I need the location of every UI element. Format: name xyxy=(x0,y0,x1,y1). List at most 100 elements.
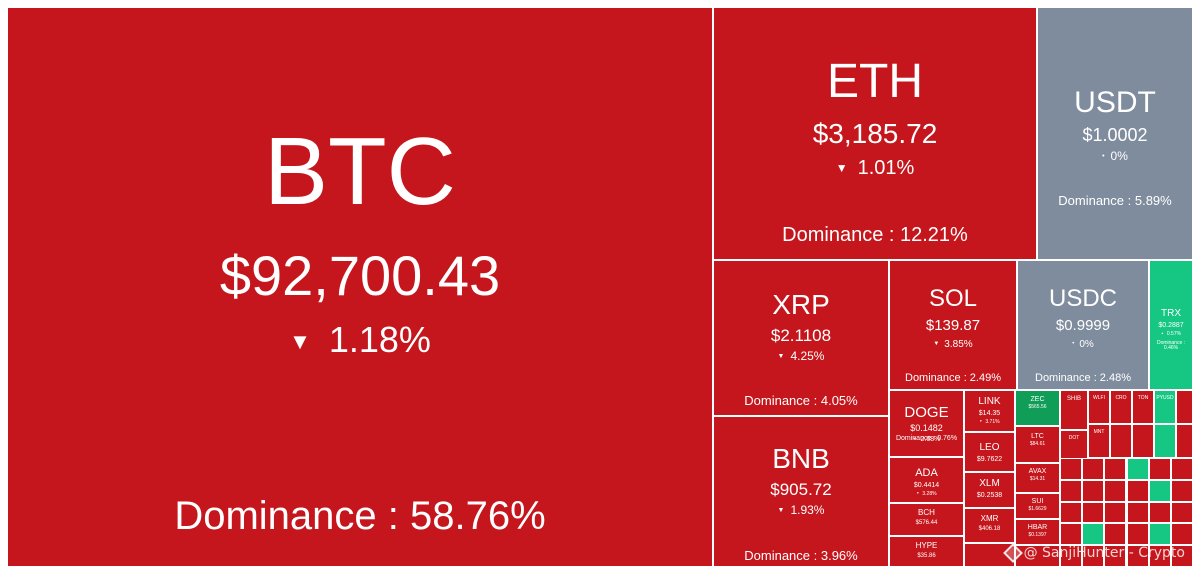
tile-sol[interactable]: SOL $139.87 ▼ 3.85% Dominance : 2.49% xyxy=(889,260,1017,390)
minor-coin-tile[interactable] xyxy=(1148,523,1171,546)
tile-ton[interactable]: TON xyxy=(1132,390,1154,424)
minor-coin-tile[interactable] xyxy=(1060,479,1083,502)
minor-coin-tile[interactable] xyxy=(1126,545,1149,567)
minor-coin-tile[interactable] xyxy=(1148,545,1171,567)
dot-icon: • xyxy=(1072,340,1075,347)
tile-btc[interactable]: BTC $92,700.43 ▼ 1.18% Dominance : 58.76% xyxy=(7,7,713,567)
tile-dominance: Dominance : 2.48% xyxy=(1035,372,1131,384)
tile-symbol: XLM xyxy=(979,478,1000,489)
minor-coin-tile[interactable] xyxy=(1104,479,1127,502)
tile-avax[interactable]: AVAX $14.31 xyxy=(1015,463,1060,493)
tile-price: $576.44 xyxy=(915,520,938,526)
minor-coin-tile[interactable] xyxy=(1104,458,1127,480)
tile-change: ▲ 0.57% xyxy=(1161,330,1182,338)
minor-coin-tile[interactable] xyxy=(1148,501,1171,524)
tile-change-value: 0.57% xyxy=(1166,330,1182,337)
minor-coin-tile[interactable] xyxy=(1170,501,1193,524)
tile-change-value: 3.28% xyxy=(922,490,937,497)
tile-xrp[interactable]: XRP $2.1108 ▼ 4.25% Dominance : 4.05% xyxy=(713,260,889,416)
minor-coin-tile[interactable] xyxy=(964,543,1015,567)
tile-dominance: Dominance : 5.89% xyxy=(1058,193,1172,208)
tile-symbol: PYUSD xyxy=(1156,395,1174,401)
tile-price: $0.1397 xyxy=(1028,532,1047,538)
tile-price: $1.0002 xyxy=(1082,125,1148,145)
minor-coin-tile[interactable] xyxy=(1126,523,1149,546)
minor-coin-tile[interactable] xyxy=(1104,501,1127,524)
minor-coin-tile[interactable] xyxy=(1110,424,1132,458)
tile-symbol: MNT xyxy=(1093,429,1105,435)
tile-mnt[interactable]: MNT xyxy=(1088,424,1110,458)
tile-symbol: ADA xyxy=(915,467,938,479)
tile-usdc[interactable]: USDC $0.9999 • 0% Dominance : 2.48% xyxy=(1017,260,1149,390)
tile-price: $14.35 xyxy=(978,410,1001,417)
tile-bch[interactable]: BCH $576.44 xyxy=(889,503,964,536)
minor-coin-tile[interactable] xyxy=(1104,523,1127,546)
minor-coin-tile[interactable] xyxy=(1176,424,1193,458)
minor-coin-tile[interactable] xyxy=(1060,523,1083,546)
tile-symbol: XRP xyxy=(772,289,830,320)
down-arrow-icon: ▼ xyxy=(916,490,920,495)
down-arrow-icon: ▼ xyxy=(933,340,940,347)
tile-bnb[interactable]: BNB $905.72 ▼ 1.93% Dominance : 3.96% xyxy=(713,416,889,567)
down-arrow-icon: ▼ xyxy=(912,435,917,441)
tile-leo[interactable]: LEO $9.7622 xyxy=(964,432,1015,472)
minor-coin-tile[interactable] xyxy=(1082,523,1105,546)
tile-zec[interactable]: ZEC $565.56 xyxy=(1015,390,1060,426)
tile-price: $905.72 xyxy=(770,480,832,499)
tile-symbol: USDT xyxy=(1074,86,1156,119)
tile-change: ▼ 1.93% xyxy=(778,503,825,517)
tile-doge[interactable]: DOGE $0.1482 ▼ 2.68% Dominance : 0.76% xyxy=(889,390,964,457)
minor-coin-tile[interactable] xyxy=(1154,424,1176,458)
tile-wlfi[interactable]: WLFI xyxy=(1088,390,1110,424)
minor-coin-tile[interactable] xyxy=(1060,501,1083,524)
minor-coin-tile[interactable] xyxy=(1082,458,1105,480)
tile-hype[interactable]: HYPE $35.86 xyxy=(889,536,964,567)
tile-eth[interactable]: ETH $3,185.72 ▼ 1.01% Dominance : 12.21% xyxy=(713,7,1037,260)
tile-dominance: Dominance : 58.76% xyxy=(174,494,546,538)
tile-xmr[interactable]: XMR $406.18 xyxy=(964,508,1015,543)
minor-coin-tile[interactable] xyxy=(1170,545,1193,567)
tile-symbol: WLFI xyxy=(1093,395,1105,401)
tile-link[interactable]: LINK $14.35 ▼ 3.71% xyxy=(964,390,1015,432)
tile-ada[interactable]: ADA $0.4414 ▼ 3.28% xyxy=(889,457,964,503)
minor-coin-tile[interactable] xyxy=(1082,501,1105,524)
tile-change: ▼ 1.01% xyxy=(836,157,915,179)
tile-usdt[interactable]: USDT $1.0002 • 0% Dominance : 5.89% xyxy=(1037,7,1193,260)
tile-symbol: DOGE xyxy=(904,404,949,421)
minor-coin-tile[interactable] xyxy=(1126,501,1149,524)
tile-symbol: LINK xyxy=(978,396,1001,407)
tile-dominance: Dominance : 12.21% xyxy=(782,224,968,246)
minor-coin-tile[interactable] xyxy=(1015,545,1060,567)
minor-coin-tile[interactable] xyxy=(1060,545,1083,567)
tile-ltc[interactable]: LTC $84.61 xyxy=(1015,426,1060,463)
minor-coin-tile[interactable] xyxy=(1170,523,1193,546)
minor-coin-tile[interactable] xyxy=(1132,424,1154,458)
minor-coin-tile[interactable] xyxy=(1148,479,1171,502)
minor-coin-tile[interactable] xyxy=(1082,545,1105,567)
minor-coin-tile[interactable] xyxy=(1170,479,1193,502)
minor-coin-tile[interactable] xyxy=(1126,479,1149,502)
tile-xlm[interactable]: XLM $0.2538 xyxy=(964,472,1015,508)
tile-trx[interactable]: TRX $0.2887 ▲ 0.57% Dominance : 0.46% xyxy=(1149,260,1193,390)
tile-dominance: Dominance : 0.76% xyxy=(895,435,958,442)
minor-coin-tile[interactable] xyxy=(1060,458,1083,480)
minor-coin-tile[interactable] xyxy=(1104,545,1127,567)
tile-shib[interactable]: SHIB xyxy=(1060,390,1088,430)
tile-price: $1.6629 xyxy=(1028,506,1047,512)
tile-change: ▼ 3.28% xyxy=(916,490,937,498)
minor-coin-tile[interactable] xyxy=(1176,390,1193,424)
tile-sui[interactable]: SUI $1.6629 xyxy=(1015,493,1060,519)
tile-dominance: Dominance : 2.49% xyxy=(905,372,1001,384)
minor-coin-tile[interactable] xyxy=(1170,458,1193,480)
down-arrow-icon: ▼ xyxy=(777,352,785,360)
tile-cro[interactable]: CRO xyxy=(1110,390,1132,424)
minor-coin-tile[interactable] xyxy=(1082,479,1105,502)
tile-price: $3,185.72 xyxy=(812,118,938,149)
tile-symbol: CRO xyxy=(1115,395,1127,401)
tile-pyusd[interactable]: PYUSD xyxy=(1154,390,1176,424)
tile-hbar[interactable]: HBAR $0.1397 xyxy=(1015,519,1060,545)
minor-coin-tile[interactable] xyxy=(1126,458,1149,480)
tile-dominance: Dominance : 3.96% xyxy=(744,548,858,563)
minor-coin-tile[interactable] xyxy=(1148,458,1171,480)
tile-price: $0.2538 xyxy=(976,492,1003,499)
